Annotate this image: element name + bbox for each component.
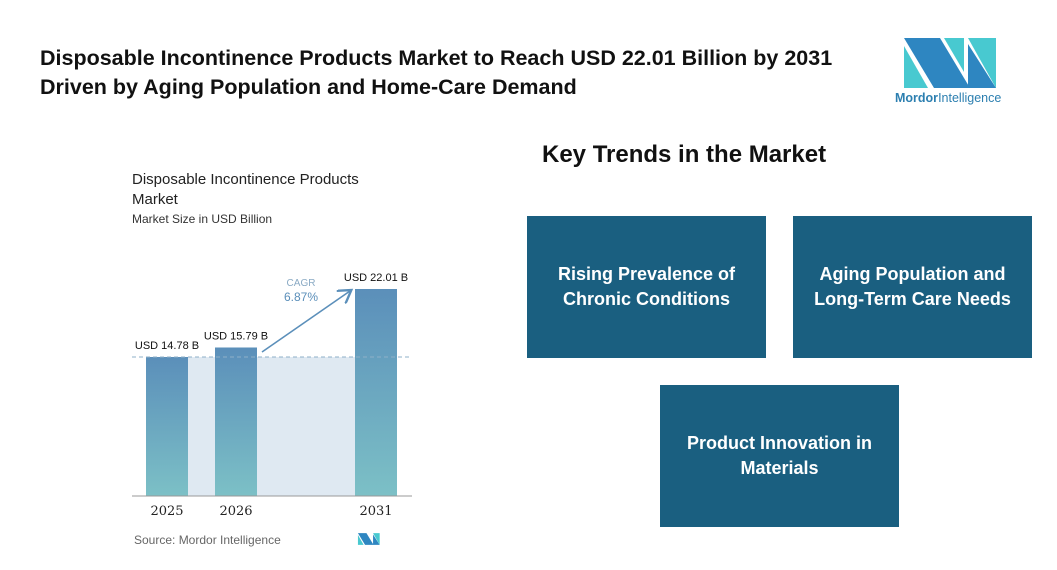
cagr-label: CAGR xyxy=(287,278,316,289)
source-logo-icon xyxy=(357,533,380,545)
chart-source: Source: Mordor Intelligence xyxy=(134,533,281,547)
key-trends-title: Key Trends in the Market xyxy=(542,141,827,168)
data-label: USD 22.01 B xyxy=(344,272,408,284)
data-label: USD 14.78 B xyxy=(135,340,199,352)
bar-2025 xyxy=(146,356,188,496)
trend-box: Aging Population and Long-Term Care Need… xyxy=(793,216,1032,358)
page-title: Disposable Incontinence Products Market … xyxy=(40,46,833,99)
chart-title: Disposable Incontinence Products Market xyxy=(132,171,359,208)
cagr-arrow xyxy=(261,291,350,353)
cagr-value: 6.87% xyxy=(284,290,318,304)
logo-text: MordorIntelligence xyxy=(895,91,1002,105)
trend-box: Rising Prevalence of Chronic Conditions xyxy=(527,216,766,358)
bar-2026 xyxy=(215,347,257,496)
x-tick-label: 2026 xyxy=(219,504,252,519)
x-tick-label: 2031 xyxy=(359,504,392,519)
x-tick-label: 2025 xyxy=(150,504,183,519)
data-label: USD 15.79 B xyxy=(204,330,268,342)
shaded-region xyxy=(188,356,355,496)
bar-2031 xyxy=(355,289,397,496)
chart-subtitle: Market Size in USD Billion xyxy=(132,212,273,226)
mordor-logo-icon xyxy=(904,38,996,88)
trend-box: Product Innovation in Materials xyxy=(660,385,899,527)
